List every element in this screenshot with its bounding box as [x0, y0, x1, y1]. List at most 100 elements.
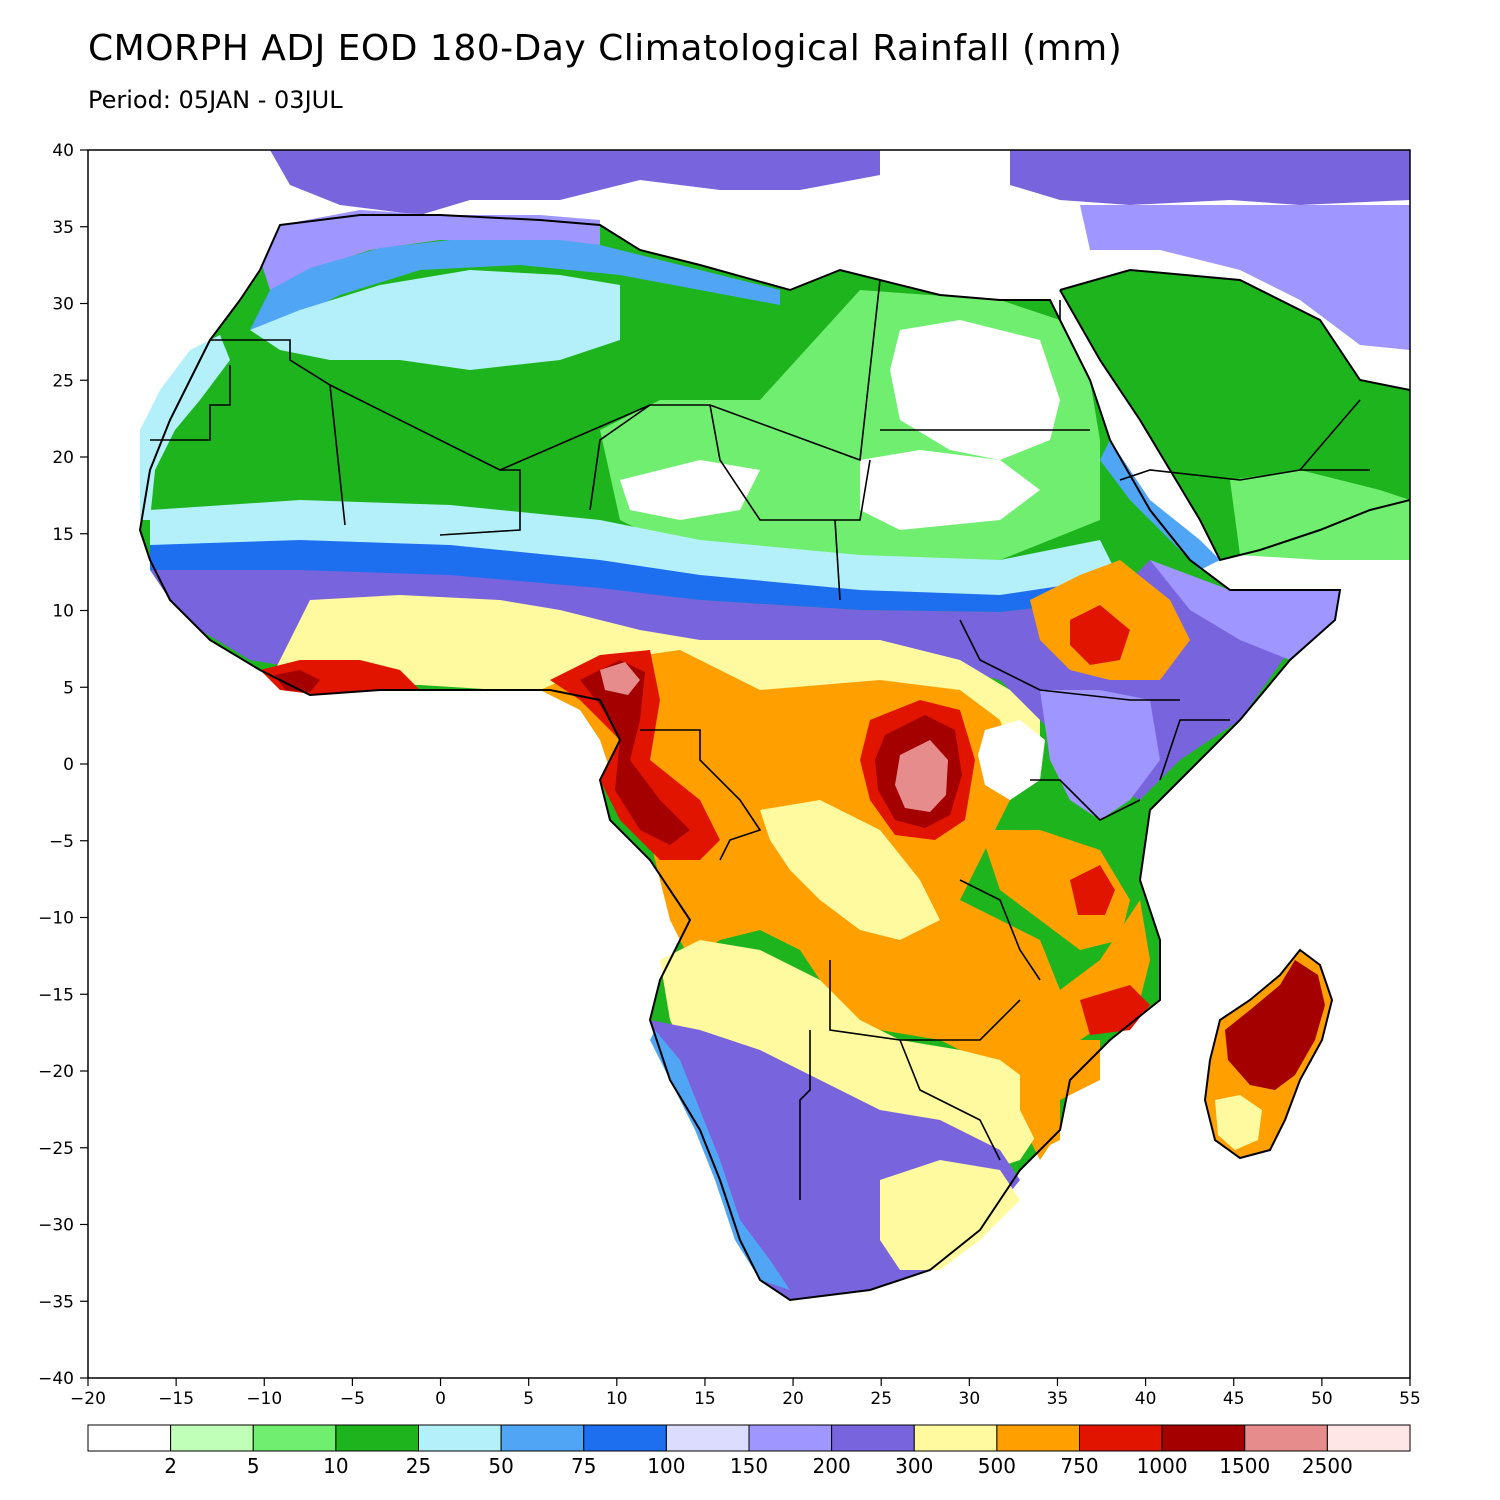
colorbar-label: 500	[978, 1454, 1016, 1478]
colorbar-swatch	[418, 1424, 502, 1452]
colorbar-label: 2500	[1302, 1454, 1353, 1478]
south-africa-east-yellow	[880, 1160, 1020, 1270]
colorbar-swatch	[1326, 1424, 1411, 1452]
lon-tick-label: −5	[340, 1389, 365, 1409]
colorbar-swatch	[748, 1424, 833, 1452]
arabia-coastline	[1059, 268, 1410, 562]
lat-tick-label: 5	[63, 678, 74, 698]
colorbar-swatch	[996, 1424, 1080, 1452]
colorbar-label: 100	[647, 1454, 685, 1478]
lon-tick-label: 20	[782, 1389, 804, 1409]
cameroon-red	[550, 650, 720, 860]
lon-tick-label: 40	[1135, 1389, 1157, 1409]
lon-tick-label: −10	[246, 1389, 282, 1409]
lon-tick-label: 50	[1311, 1389, 1333, 1409]
colorbar-label: 5	[247, 1454, 260, 1478]
congo-inner-yellow	[760, 800, 940, 940]
tanzania-red	[1070, 865, 1115, 915]
colorbar-swatch	[87, 1424, 172, 1452]
lon-tick-label: 25	[870, 1389, 892, 1409]
lat-tick-label: 30	[52, 295, 74, 315]
lat-tick-label: −30	[38, 1216, 74, 1236]
colorbar-swatch	[583, 1424, 667, 1452]
northern-sahara-light	[250, 270, 620, 370]
madagascar-east	[1225, 960, 1325, 1090]
congo-basin-peak	[895, 740, 948, 812]
map-layers	[138, 150, 1410, 1302]
colorbar-label: 75	[571, 1454, 596, 1478]
colorbar-label: 300	[895, 1454, 933, 1478]
egypt-libya-minimum	[890, 320, 1060, 460]
colorbar-swatch	[665, 1424, 750, 1452]
arabia-south-light	[1230, 470, 1410, 560]
lat-tick-label: 40	[52, 141, 74, 161]
sahel-light-cyan	[150, 500, 1120, 595]
maghreb-blue-band	[250, 240, 780, 330]
tanzania-wet	[980, 830, 1130, 950]
colorbar-swatch	[335, 1424, 419, 1452]
europe-fringe	[270, 150, 880, 215]
lat-tick-label: 10	[52, 602, 74, 622]
colorbar-label: 750	[1060, 1454, 1098, 1478]
chart-title: CMORPH ADJ EOD 180-Day Climatological Ra…	[88, 28, 1123, 69]
sahel-blue	[150, 540, 1110, 612]
colorbar-swatch	[170, 1424, 254, 1452]
lat-tick-label: 15	[52, 525, 74, 545]
lon-tick-label: 15	[694, 1389, 716, 1409]
guinea-coast-max	[275, 670, 320, 692]
lat-tick-label: 25	[52, 371, 74, 391]
colorbar-swatch	[252, 1424, 337, 1452]
colorbar-label: 50	[488, 1454, 513, 1478]
lake-victoria	[978, 720, 1045, 800]
ethiopia-red	[1070, 605, 1130, 665]
colorbar-swatch	[500, 1424, 585, 1452]
colorbar-swatch	[913, 1424, 998, 1452]
chart-subtitle: Period: 05JAN - 03JUL	[88, 86, 343, 114]
madagascar-coastline	[1203, 948, 1334, 1160]
longitude-axis: −20 −15 −10 −5 0 5 10 15 20 25 30 35 40 45 50 55	[70, 1378, 1421, 1409]
lat-tick-label: 0	[63, 755, 74, 775]
lat-tick-label: −40	[38, 1369, 74, 1389]
lat-tick-label: −35	[38, 1292, 74, 1312]
sudan-savanna	[270, 595, 1040, 800]
colorbar-swatch	[831, 1424, 915, 1452]
colorbar-label: 1000	[1137, 1454, 1188, 1478]
east-africa-lavender	[1040, 690, 1160, 820]
africa-coastline	[138, 214, 1342, 1302]
mozambique-wet	[1020, 1040, 1100, 1150]
lon-tick-label: 35	[1047, 1389, 1069, 1409]
southern-savanna	[660, 940, 1040, 1170]
lon-tick-label: 55	[1399, 1389, 1421, 1409]
lon-tick-label: 5	[523, 1389, 534, 1409]
colorbar-label: 10	[323, 1454, 348, 1478]
colorbar-label: 200	[813, 1454, 851, 1478]
sahel-lavender	[1150, 560, 1340, 660]
lat-tick-label: −5	[49, 832, 74, 852]
lon-tick-label: −15	[158, 1389, 194, 1409]
turkey-fringe	[1010, 150, 1410, 205]
lat-tick-label: −25	[38, 1139, 74, 1159]
lat-tick-label: 20	[52, 448, 74, 468]
lat-tick-label: −15	[38, 985, 74, 1005]
cameroon-peak	[600, 662, 640, 695]
lon-tick-label: 30	[959, 1389, 981, 1409]
lon-tick-label: 45	[1223, 1389, 1245, 1409]
colorbar-label: 25	[406, 1454, 431, 1478]
chad-libya-minimum	[860, 450, 1040, 530]
colorbar-label: 150	[730, 1454, 768, 1478]
colorbar-swatch	[1079, 1424, 1163, 1452]
latitude-axis: 40 35 30 25 20 15 10 5 0 −5 −10 −15 −20 −25 −30 −35 −40	[38, 141, 88, 1389]
lon-tick-label: 0	[435, 1389, 446, 1409]
colorbar-label: 1500	[1219, 1454, 1270, 1478]
lat-tick-label: −10	[38, 909, 74, 929]
cameroon-max	[580, 660, 690, 845]
lat-tick-label: −20	[38, 1062, 74, 1082]
lon-tick-label: 10	[606, 1389, 628, 1409]
colorbar: 2 5 10 25 50 75 100 150 200 300 500 750 1000 1500 2500	[87, 1424, 1411, 1478]
arabia-blue-coast	[1100, 440, 1220, 570]
middle-east-wet-fringe	[1080, 205, 1410, 350]
namibia-coast-blue	[650, 1030, 790, 1290]
colorbar-swatch	[1244, 1424, 1328, 1452]
niger-minimum	[620, 460, 760, 520]
